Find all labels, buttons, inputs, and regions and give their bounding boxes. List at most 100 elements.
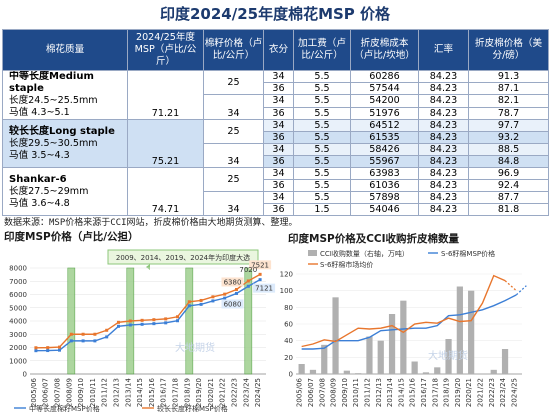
data-label: 7121	[255, 285, 273, 293]
header-cost: 折皮棉成本（卢比/坎地）	[350, 29, 419, 71]
y-tick-label: 7000	[9, 278, 27, 286]
header-fx: 汇率	[418, 29, 469, 71]
lint-cost: 57898	[350, 191, 419, 204]
x-tick-label: 2012/13	[375, 378, 383, 407]
x-tick-label: 2019/20	[454, 378, 462, 407]
series-marker	[187, 304, 191, 308]
lint-cost: 60286	[350, 70, 419, 83]
x-tick-label: 2023/24	[499, 377, 507, 407]
header-msp: 2024/25年度MSP（卢比/公斤）	[127, 29, 204, 71]
x-tick-label: 2016/17	[160, 378, 168, 407]
data-label-bg	[221, 277, 244, 287]
x-tick-label: 2018/19	[183, 378, 191, 407]
lint-out: 34	[263, 94, 294, 108]
x-tick-label: 2011/12	[101, 378, 109, 407]
x-tick-label: 2011/12	[363, 378, 371, 407]
exchange-rate: 84.23	[418, 107, 469, 120]
watermark: 大地期货	[428, 349, 468, 362]
x-tick-label: 2014/15	[397, 378, 405, 407]
y-tick-label: 100	[280, 287, 293, 295]
cci-bar	[400, 300, 407, 374]
x-tick-label: 2019/20	[195, 378, 203, 407]
lint-price: 93.2	[468, 131, 549, 144]
lint-out: 34	[263, 167, 294, 180]
cci-bar	[456, 286, 463, 374]
lint-out: 34	[263, 119, 294, 132]
lint-price: 91.3	[468, 70, 549, 83]
lint-price: 88.5	[468, 143, 549, 156]
series-marker	[34, 346, 38, 350]
series-line	[35, 279, 261, 352]
series-marker	[176, 315, 179, 319]
x-tick-label: 2009/10	[77, 378, 85, 407]
exchange-rate: 84.23	[418, 143, 469, 156]
series-marker	[223, 296, 227, 300]
lint-cost: 61535	[350, 131, 419, 144]
lint-out: 34	[263, 70, 294, 83]
x-tick-label: 2007/08	[318, 378, 326, 407]
header-price: 折皮棉价格（美分/磅）	[468, 29, 549, 71]
series-marker	[46, 346, 50, 350]
x-tick-label: 2022/23	[488, 378, 496, 407]
legend-label: S-6籽棉市场均价	[320, 260, 373, 269]
x-tick-label: 2017/18	[172, 378, 180, 407]
exchange-rate: 84.23	[418, 203, 469, 216]
processing-fee: 5.5	[293, 107, 351, 120]
lint-cost: 61036	[350, 179, 419, 192]
series-marker	[128, 323, 132, 327]
data-label-bg	[253, 283, 276, 293]
x-tick-label: 2010/11	[352, 378, 360, 407]
processing-fee: 5.5	[293, 131, 351, 144]
x-tick-label: 2012/13	[113, 378, 121, 407]
quality-name: 较长长度Long staple 长度29.5~30.5mm 马值 3.5~4.3	[2, 119, 128, 168]
series-marker	[246, 279, 250, 283]
lint-cost: 51976	[350, 107, 419, 120]
quality-mic: 马值 3.5~4.3	[9, 149, 70, 161]
chart-title: 印度MSP价格及CCI收购折皮棉数量	[288, 232, 460, 245]
y-tick-label: 3000	[9, 331, 27, 339]
x-tick-label: 2017/18	[431, 378, 439, 407]
exchange-rate: 84.23	[418, 131, 469, 144]
lint-cost: 63983	[350, 167, 419, 180]
processing-fee: 5.5	[293, 191, 351, 204]
msp-value: 75.21	[127, 119, 204, 168]
cci-bar	[434, 367, 441, 374]
lint-out: 34	[263, 191, 294, 204]
lint-out: 36	[263, 203, 294, 216]
lint-cost: 58426	[350, 143, 419, 156]
y-tick-label: 0	[289, 371, 293, 379]
x-tick-label: 2006/07	[42, 378, 50, 407]
y-tick-label: 8000	[9, 265, 27, 273]
series-marker	[117, 320, 120, 324]
cci-bar	[366, 336, 373, 374]
table-row: 34 34 5.5 58426 84.23 88.5	[3, 143, 549, 168]
processing-fee: 5.5	[293, 167, 351, 180]
lint-price: 78.7	[468, 107, 549, 120]
seed-price: 34	[203, 94, 264, 120]
series-marker	[211, 299, 215, 303]
cci-bar-chart: 印度MSP价格及CCI收购折皮棉数量 0 20 40 60 80 100 120 CCI收购数量…	[280, 232, 527, 407]
cci-bar	[355, 373, 362, 374]
x-tick-label: 2016/17	[420, 378, 428, 407]
cci-bar	[468, 290, 475, 374]
series-marker	[69, 339, 73, 343]
exchange-rate: 84.23	[418, 155, 469, 168]
seed-price: 34	[203, 143, 264, 168]
legend-label: S-6籽棉MSP价格	[441, 249, 495, 258]
cci-bar	[332, 297, 339, 374]
y-tick-label: 120	[280, 271, 293, 279]
processing-fee: 5.5	[293, 70, 351, 83]
quality-title: 较长长度Long staple	[9, 125, 115, 137]
election-highlight	[185, 267, 194, 375]
msp-value: 71.21	[127, 70, 204, 120]
msp-value: 74.71	[127, 167, 204, 216]
lint-out: 34	[263, 143, 294, 156]
callout-box	[107, 249, 259, 265]
exchange-rate: 84.23	[418, 119, 469, 132]
x-tick-label: 2023/24	[242, 377, 250, 407]
series-marker	[117, 324, 120, 328]
series-marker	[199, 302, 203, 306]
election-highlight	[244, 267, 253, 375]
table-row: Shankar-6 长度27.5~29mm 马值 3.6~4.8 74.71 25 34 5…	[2, 167, 549, 216]
lint-price: 92.4	[468, 179, 549, 192]
